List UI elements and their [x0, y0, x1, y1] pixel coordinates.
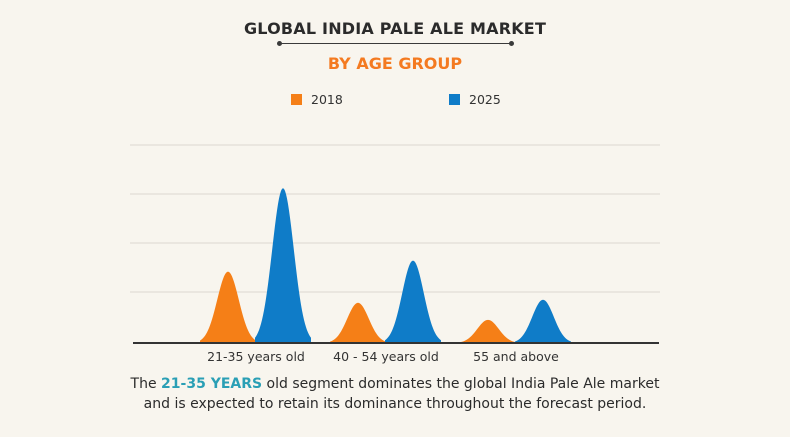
x-tick-label: 21-35 years old [207, 349, 305, 364]
x-axis-labels: 21-35 years old 40 - 54 years old 55 and a… [207, 349, 559, 364]
peak-2025-3 [515, 299, 571, 343]
caption-prefix: The [130, 376, 162, 392]
peak-2018-3 [460, 319, 516, 343]
chart-title: GLOBAL INDIA PALE ALE MARKET [243, 19, 547, 38]
legend-label-2018: 2018 [311, 92, 343, 107]
legend-label-2025: 2025 [469, 92, 501, 107]
caption-line-1: The 21-35 YEARS old segment dominates th… [0, 374, 790, 394]
peak-2018-1 [200, 271, 256, 343]
legend-item-2018: 2018 [291, 92, 343, 107]
caption-line1-rest: old segment dominates the global India P… [262, 376, 660, 392]
x-tick-label: 55 and above [473, 349, 559, 364]
series-peaks [200, 188, 571, 343]
peak-2025-1 [255, 188, 311, 343]
summary-caption: The 21-35 YEARS old segment dominates th… [0, 374, 790, 414]
chart-subtitle: BY AGE GROUP [327, 54, 463, 73]
gridlines [130, 144, 660, 293]
peak-2025-2 [385, 260, 441, 343]
legend-item-2025: 2025 [449, 92, 501, 107]
caption-highlight: 21-35 YEARS [161, 376, 263, 392]
caption-line-2: and is expected to retain its dominance … [143, 396, 647, 412]
x-tick-label: 40 - 54 years old [333, 349, 439, 364]
legend-swatch-2018 [291, 94, 302, 105]
legend-swatch-2025 [449, 94, 460, 105]
title-divider [277, 41, 514, 46]
peak-2018-2 [330, 302, 386, 343]
